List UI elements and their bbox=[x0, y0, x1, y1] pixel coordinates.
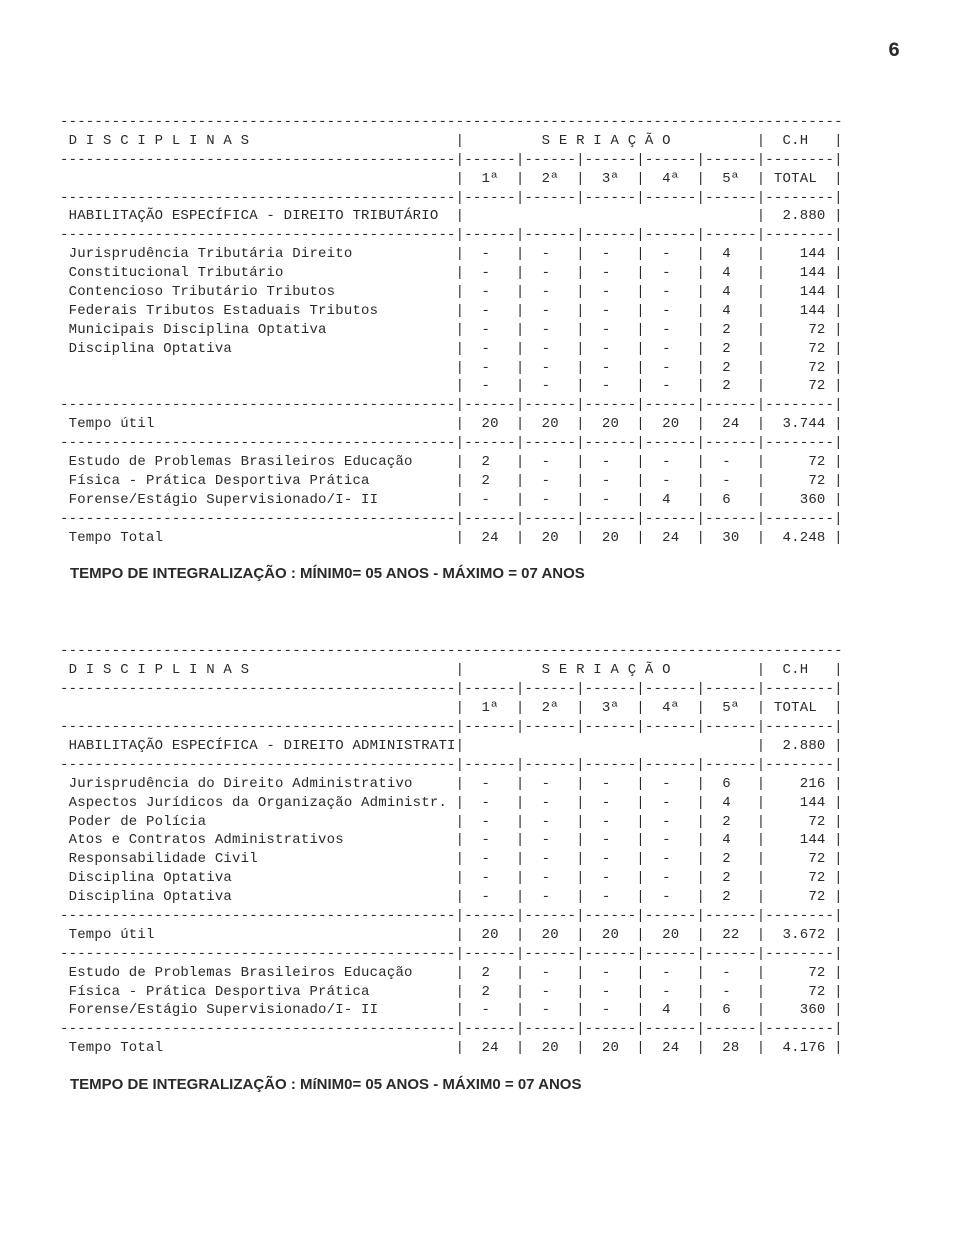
table-tributario: ----------------------------------------… bbox=[60, 113, 900, 547]
page-number: 6 bbox=[60, 40, 900, 63]
footer-integralizacao-1: TEMPO DE INTEGRALIZAÇÃO : MÍNIM0= 05 ANO… bbox=[70, 565, 900, 582]
table-administrativo: ----------------------------------------… bbox=[60, 642, 900, 1058]
footer-integralizacao-2: TEMPO DE INTEGRALIZAÇÃO : MíNIM0= 05 ANO… bbox=[70, 1076, 900, 1093]
